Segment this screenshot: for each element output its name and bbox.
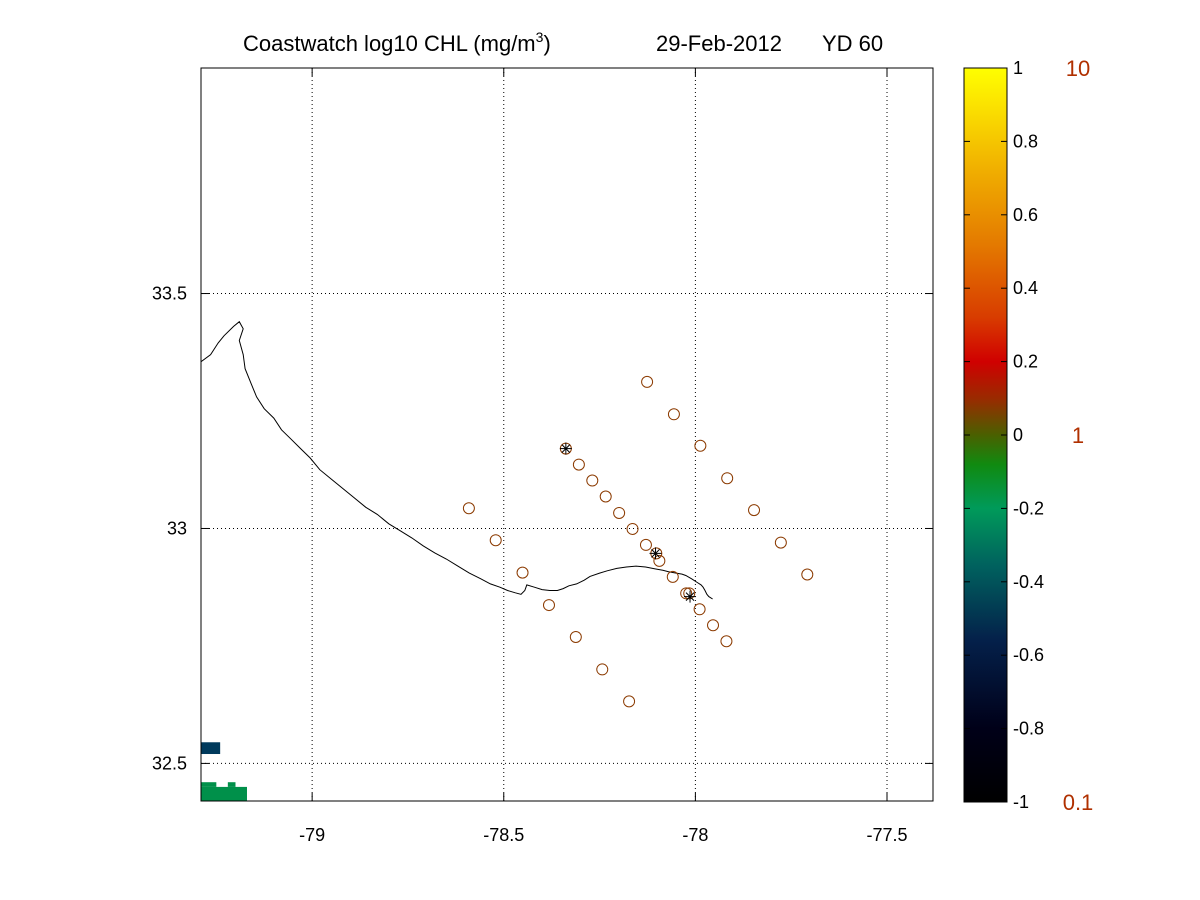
- colorbar-tick-label: 0.2: [1013, 352, 1038, 372]
- star-marker: [684, 590, 697, 603]
- station-marker: [693, 603, 706, 616]
- station-marker: [801, 568, 814, 581]
- title-date: 29-Feb-2012: [656, 31, 782, 56]
- figure-title: Coastwatch log10 CHL (mg/m3): [243, 29, 551, 56]
- station-marker: [542, 599, 555, 612]
- y-tick-label: 33: [167, 518, 187, 538]
- station-marker: [462, 502, 475, 515]
- chl-patch: [227, 782, 236, 787]
- y-tick-label: 32.5: [152, 753, 187, 773]
- colorbar-linear-label: 1: [1072, 423, 1084, 448]
- station-marker: [489, 534, 502, 547]
- colorbar-tick-label: -0.6: [1013, 645, 1044, 665]
- colorbar-tick-label: 0: [1013, 425, 1023, 445]
- station-marker: [666, 570, 679, 583]
- station-marker: [707, 619, 720, 632]
- station-marker: [613, 506, 626, 519]
- station-marker: [720, 635, 733, 648]
- colorbar-linear-label: 0.1: [1063, 790, 1094, 815]
- station-marker: [599, 490, 612, 503]
- station-marker: [683, 587, 696, 600]
- station-marker: [623, 695, 636, 708]
- star-marker: [559, 442, 572, 455]
- map-background: [201, 68, 933, 801]
- station-marker: [774, 536, 787, 549]
- station-marker: [721, 472, 734, 485]
- colorbar-tick-label: -0.2: [1013, 498, 1044, 518]
- colorbar-tick-label: 1: [1013, 58, 1023, 78]
- station-marker: [680, 587, 693, 600]
- x-tick-label: -77.5: [866, 825, 907, 845]
- station-marker: [516, 566, 529, 579]
- coastline: [201, 320, 713, 600]
- station-marker: [572, 458, 585, 471]
- chl-patch: [201, 782, 217, 787]
- title-yearday: YD 60: [822, 31, 883, 56]
- colorbar-tick-label: -0.8: [1013, 719, 1044, 739]
- colorbar-tick-label: -1: [1013, 792, 1029, 812]
- colorbar-tick-label: 0.4: [1013, 278, 1038, 298]
- station-marker: [596, 663, 609, 676]
- station-marker: [748, 504, 761, 517]
- title-close: ): [543, 31, 550, 56]
- station-marker: [639, 538, 652, 551]
- station-marker: [667, 408, 680, 421]
- star-marker: [649, 547, 662, 560]
- chl-patch: [201, 786, 247, 801]
- station-markers: [462, 375, 814, 708]
- station-marker: [586, 474, 599, 487]
- station-marker: [694, 439, 707, 452]
- station-marker: [569, 631, 582, 644]
- colorbar-ticks: 1 0.8 0.6 0.4 0.2 0 -0.2 -0.4 -0.6 -0.8 -1 10 1 0.1: [964, 56, 1093, 815]
- map-frame: [200, 67, 934, 802]
- x-tick-label: -78.5: [483, 825, 524, 845]
- station-marker: [626, 522, 639, 535]
- x-tick-label: -78: [682, 825, 708, 845]
- station-marker: [641, 375, 654, 388]
- colorbar-tick-label: -0.4: [1013, 572, 1044, 592]
- colorbar-linear-label: 10: [1066, 56, 1090, 81]
- x-tick-label: -79: [299, 825, 325, 845]
- map-ticks: -79 -78.5 -78 -77.5 33.5 33 32.5: [152, 68, 933, 845]
- colorbar: [963, 67, 1008, 803]
- title-superscript: 3: [536, 29, 544, 45]
- chl-patch: [201, 742, 221, 755]
- colorbar-tick-label: 0.8: [1013, 131, 1038, 151]
- station-marker: [653, 554, 666, 567]
- colorbar-tick-label: 0.6: [1013, 205, 1038, 225]
- title-main: Coastwatch log10 CHL (mg/m: [243, 31, 536, 56]
- chlorophyll-patches: [201, 742, 247, 801]
- y-tick-label: 33.5: [152, 284, 187, 304]
